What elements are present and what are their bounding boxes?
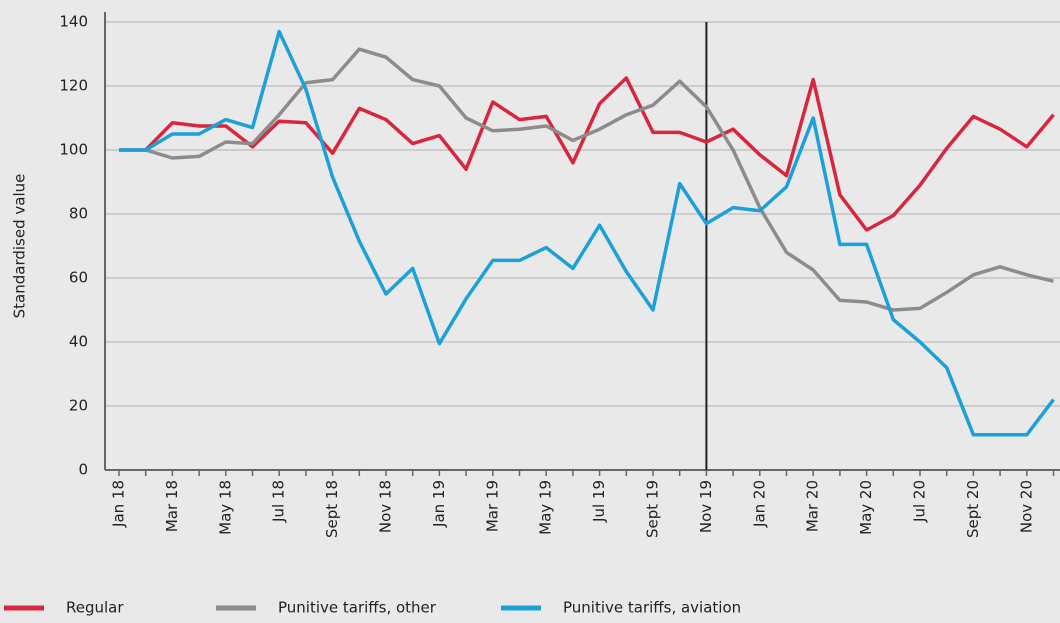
y-axis-label: Standardised value — [11, 174, 29, 319]
x-tick-label: May 19 — [537, 480, 555, 535]
y-tick-label: 80 — [69, 205, 88, 223]
x-tick-label: Nov 18 — [377, 480, 395, 533]
x-tick-label: Sept 19 — [644, 480, 662, 538]
series-line — [119, 47, 1054, 312]
y-tick-label: 100 — [59, 141, 88, 159]
y-tick-label: 20 — [69, 397, 88, 415]
x-tick-label: Nov 19 — [697, 480, 715, 533]
x-tick-label: Jul 20 — [911, 480, 929, 523]
legend-label: Regular — [66, 599, 124, 617]
x-tick-label: Jul 18 — [270, 480, 288, 523]
x-tick-label: Jan 18 — [110, 480, 128, 528]
y-tick-label: 140 — [59, 13, 88, 31]
x-tick-label: May 18 — [216, 480, 234, 535]
x-tick-label: Nov 20 — [1017, 480, 1035, 533]
y-tick-label: 120 — [59, 77, 88, 95]
y-tick-label: 60 — [69, 269, 88, 287]
x-tick-label: Sept 20 — [964, 480, 982, 538]
x-tick-label: Mar 20 — [804, 480, 822, 532]
series-line — [119, 29, 1055, 437]
y-tick-label: 0 — [78, 461, 88, 479]
x-tick-label: May 20 — [857, 480, 875, 535]
legend-label: Punitive tariffs, other — [278, 599, 437, 617]
x-tick-label: Jan 20 — [750, 480, 768, 528]
x-tick-label: Mar 18 — [163, 480, 181, 532]
legend-label: Punitive tariffs, aviation — [563, 599, 741, 617]
y-tick-label: 40 — [69, 333, 88, 351]
x-tick-label: Jan 19 — [430, 480, 448, 528]
x-tick-label: Sept 18 — [323, 480, 341, 538]
x-tick-label: Jul 19 — [590, 480, 608, 523]
x-tick-label: Mar 19 — [483, 480, 501, 532]
